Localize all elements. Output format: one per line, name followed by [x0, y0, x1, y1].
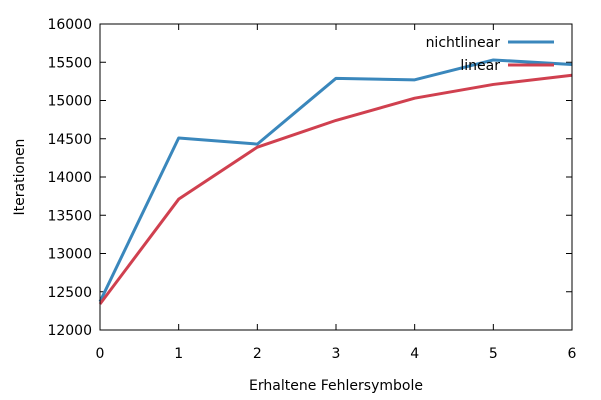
series-line-nichtlinear — [98, 58, 573, 303]
y-tick-label: 14000 — [47, 170, 92, 186]
y-tick-label: 15500 — [47, 55, 92, 71]
series-layer — [98, 58, 573, 305]
legend-label: linear — [460, 58, 500, 74]
legend-label: nichtlinear — [426, 35, 501, 51]
tick-layer: 12000 12500 13000 13500 14000 14500 15000 15500… — [47, 17, 576, 362]
y-tick-label: 13000 — [47, 247, 92, 263]
y-tick-label: 13500 — [47, 208, 92, 224]
x-tick-label: 0 — [96, 346, 105, 362]
x-tick-label: 3 — [332, 346, 341, 362]
y-tick-label: 12500 — [47, 285, 92, 301]
x-tick-label: 6 — [568, 346, 577, 362]
y-axis-title: Iterationen — [12, 139, 28, 216]
y-tick-label: 14500 — [47, 132, 92, 148]
y-tick-label: 12000 — [47, 323, 92, 339]
y-tick-label: 16000 — [47, 17, 92, 33]
x-tick-label: 5 — [489, 346, 498, 362]
x-tick-label: 1 — [174, 346, 183, 362]
legend: nichtlinear linear — [426, 35, 554, 74]
x-tick-label: 4 — [410, 346, 419, 362]
plot-frame — [99, 23, 573, 331]
y-tick-label: 15000 — [47, 94, 92, 110]
x-axis-title: Erhaltene Fehlersymbole — [249, 378, 423, 394]
x-tick-label: 2 — [253, 346, 262, 362]
series-line-linear — [98, 73, 573, 305]
